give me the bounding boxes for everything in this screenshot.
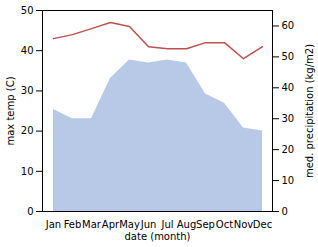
svg-text:Jul: Jul	[160, 219, 173, 230]
svg-text:max temp (C): max temp (C)	[5, 76, 16, 145]
svg-text:Jun: Jun	[140, 219, 157, 230]
svg-text:40: 40	[282, 82, 295, 93]
svg-text:Oct: Oct	[216, 219, 233, 230]
svg-text:Aug: Aug	[177, 219, 197, 230]
svg-text:med. precipitation (kg/m2): med. precipitation (kg/m2)	[304, 44, 315, 178]
svg-text:60: 60	[282, 20, 295, 31]
svg-text:Apr: Apr	[102, 219, 120, 230]
svg-text:50: 50	[282, 51, 295, 62]
svg-text:50: 50	[21, 5, 34, 16]
svg-text:30: 30	[282, 113, 295, 124]
svg-text:0: 0	[282, 206, 288, 217]
svg-text:Sep: Sep	[196, 219, 215, 230]
svg-text:date (month): date (month)	[125, 231, 191, 242]
svg-text:May: May	[119, 219, 140, 230]
svg-text:Dec: Dec	[253, 219, 272, 230]
svg-text:30: 30	[21, 85, 34, 96]
svg-text:Mar: Mar	[82, 219, 102, 230]
svg-text:20: 20	[282, 144, 295, 155]
svg-text:20: 20	[21, 125, 34, 136]
svg-text:10: 10	[282, 175, 295, 186]
svg-text:0: 0	[27, 206, 33, 217]
svg-text:10: 10	[21, 166, 34, 177]
svg-text:40: 40	[21, 45, 34, 56]
svg-text:Feb: Feb	[64, 219, 82, 230]
svg-text:Jan: Jan	[45, 219, 61, 230]
svg-text:Nov: Nov	[234, 219, 254, 230]
